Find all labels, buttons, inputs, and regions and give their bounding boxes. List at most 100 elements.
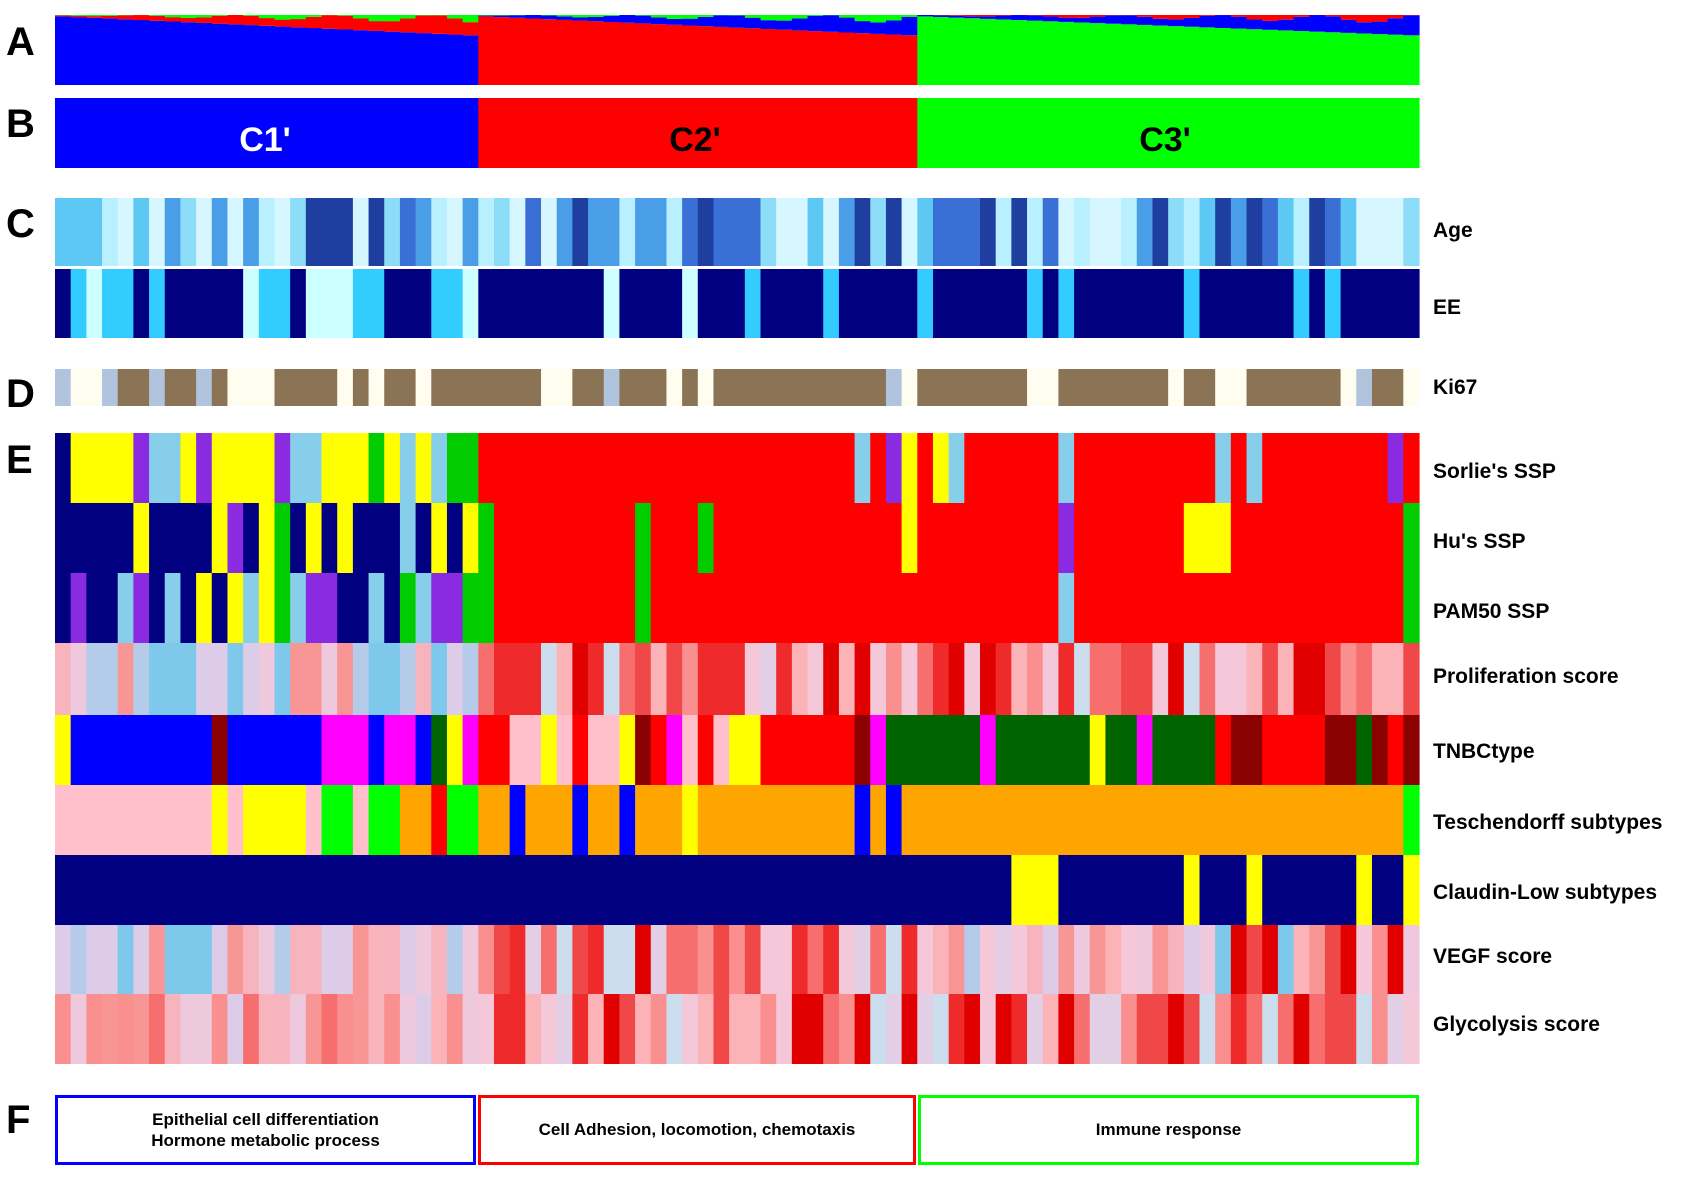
- hu-cell: [478, 503, 494, 573]
- vegf-cell: [118, 925, 134, 994]
- vegf-cell: [369, 925, 385, 994]
- pam50-cell: [369, 573, 385, 643]
- vegf-cell: [274, 925, 290, 994]
- membership-bar-main: [369, 31, 385, 85]
- vegf-cell: [572, 925, 588, 994]
- ee-cell: [306, 269, 322, 338]
- age-cell: [1090, 198, 1106, 266]
- proliferation-cell: [1325, 643, 1341, 715]
- membership-bar-second: [337, 16, 353, 30]
- cluster-label-c3: C3': [1139, 123, 1191, 157]
- ee-cell: [525, 269, 541, 338]
- ee-cell: [1137, 269, 1153, 338]
- ee-cell: [619, 269, 635, 338]
- membership-bar-main: [713, 27, 729, 85]
- ki67-cell: [980, 369, 996, 406]
- teschendorff-cell: [227, 785, 243, 855]
- teschendorff-cell: [212, 785, 228, 855]
- glycolysis-cell: [949, 994, 965, 1064]
- ki67-cell: [510, 369, 526, 406]
- ee-cell: [1309, 269, 1325, 338]
- ki67-cell: [1121, 369, 1137, 406]
- function-text-c1: Epithelial cell differentiation Hormone …: [151, 1109, 380, 1152]
- teschendorff-cell: [149, 785, 165, 855]
- glycolysis-cell: [745, 994, 761, 1064]
- hu-cell: [71, 503, 87, 573]
- proliferation-cell: [71, 643, 87, 715]
- hu-cell: [494, 503, 510, 573]
- pam50-cell: [180, 573, 196, 643]
- vegf-cell: [964, 925, 980, 994]
- hu-cell: [651, 503, 667, 573]
- pam50-cell: [353, 573, 369, 643]
- sorlie-cell: [447, 433, 463, 503]
- glycolysis-cell: [808, 994, 824, 1064]
- hu-cell: [353, 503, 369, 573]
- ki67-cell: [463, 369, 479, 406]
- sorlie-cell: [682, 433, 698, 503]
- age-cell: [1341, 198, 1357, 266]
- vegf-cell: [1262, 925, 1278, 994]
- proliferation-cell: [713, 643, 729, 715]
- teschendorff-cell: [510, 785, 526, 855]
- tnbctype-cell: [259, 715, 275, 785]
- glycolysis-cell: [666, 994, 682, 1064]
- membership-bar-main: [55, 16, 71, 85]
- ki67-cell: [1294, 369, 1310, 406]
- membership-bar-main: [1372, 34, 1388, 85]
- membership-bar-second: [1137, 17, 1153, 25]
- claudin-cell: [823, 855, 839, 925]
- ee-cell: [572, 269, 588, 338]
- pam50-cell: [557, 573, 573, 643]
- age-cell: [1231, 198, 1247, 266]
- sorlie-cell: [431, 433, 447, 503]
- claudin-cell: [619, 855, 635, 925]
- teschendorff-cell: [1200, 785, 1216, 855]
- proliferation-cell: [306, 643, 322, 715]
- proliferation-cell: [902, 643, 918, 715]
- pam50-cell: [290, 573, 306, 643]
- claudin-cell: [1341, 855, 1357, 925]
- membership-bar-main: [870, 34, 886, 85]
- membership-bar-second: [980, 16, 996, 19]
- hu-cell: [1294, 503, 1310, 573]
- pam50-cell: [306, 573, 322, 643]
- claudin-cell: [180, 855, 196, 925]
- sorlie-cell: [322, 433, 338, 503]
- proliferation-cell: [290, 643, 306, 715]
- membership-bar-third: [1137, 15, 1153, 17]
- teschendorff-cell: [102, 785, 118, 855]
- age-cell: [996, 198, 1012, 266]
- teschendorff-cell: [541, 785, 557, 855]
- age-cell: [478, 198, 494, 266]
- pam50-cell: [447, 573, 463, 643]
- membership-bar-main: [1121, 24, 1137, 85]
- proliferation-cell: [604, 643, 620, 715]
- proliferation-cell: [510, 643, 526, 715]
- pam50-cell: [212, 573, 228, 643]
- age-cell: [1247, 198, 1263, 266]
- ki67-cell: [353, 369, 369, 406]
- vegf-cell: [416, 925, 432, 994]
- tnbctype-cell: [1309, 715, 1325, 785]
- membership-bar-third: [102, 15, 118, 16]
- proliferation-cell: [149, 643, 165, 715]
- glycolysis-cell: [1278, 994, 1294, 1064]
- vegf-cell: [1403, 925, 1419, 994]
- membership-bar-second: [384, 21, 400, 32]
- proliferation-cell: [572, 643, 588, 715]
- pam50-cell: [1262, 573, 1278, 643]
- glycolysis-cell: [917, 994, 933, 1064]
- ee-cell: [1043, 269, 1059, 338]
- membership-bar-third: [494, 15, 510, 16]
- membership-bar-third: [369, 15, 385, 21]
- ki67-cell: [227, 369, 243, 406]
- ee-cell: [510, 269, 526, 338]
- membership-bar-second: [1403, 15, 1419, 35]
- panel-a-membership: [55, 15, 1420, 85]
- hu-cell: [525, 503, 541, 573]
- membership-bar-main: [964, 18, 980, 85]
- proliferation-cell: [1090, 643, 1106, 715]
- hu-cell: [180, 503, 196, 573]
